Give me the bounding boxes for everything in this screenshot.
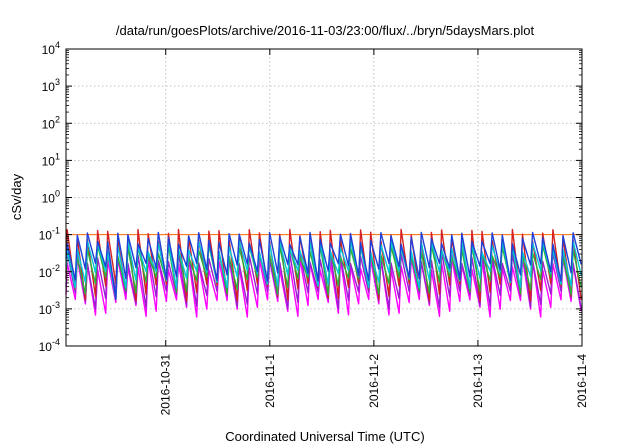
- y-tick-label: 10-4: [39, 337, 60, 354]
- y-tick-label: 101: [42, 151, 60, 168]
- y-tick-label: 10-2: [39, 263, 60, 280]
- grid-lines: [66, 49, 582, 346]
- x-tick-label: 2016-11-4: [575, 354, 589, 408]
- plot-frame: [65, 48, 583, 347]
- x-tick-label: 2016-11-2: [367, 354, 381, 408]
- series-layer: [65, 228, 582, 318]
- x-tick-label: 2016-10-31: [159, 354, 173, 416]
- y-tick-label: 10-1: [39, 226, 60, 243]
- series-line: [65, 231, 582, 301]
- x-tick-labels: 2016-10-31 2016-11-1 2016-11-2 2016-11-3 201…: [159, 354, 589, 416]
- chart-title: /data/run/goesPlots/archive/2016-11-03/2…: [116, 23, 535, 38]
- y-tick-label: 102: [42, 114, 60, 131]
- x-tick-label: 2016-11-3: [471, 354, 485, 408]
- x-axis-label: Coordinated Universal Time (UTC): [225, 429, 424, 444]
- plot-border: [65, 48, 583, 347]
- y-tick-labels: 10-4 10-3 10-2 10-1 100 101 102 103 104: [39, 40, 60, 354]
- y-axis-label: cSv/day: [9, 173, 24, 220]
- y-tick-label: 10-3: [39, 300, 60, 317]
- y-tick-label: 100: [42, 189, 60, 206]
- y-tick-label: 104: [42, 40, 60, 57]
- x-tick-label: 2016-11-1: [263, 354, 277, 408]
- y-tick-label: 103: [42, 77, 60, 94]
